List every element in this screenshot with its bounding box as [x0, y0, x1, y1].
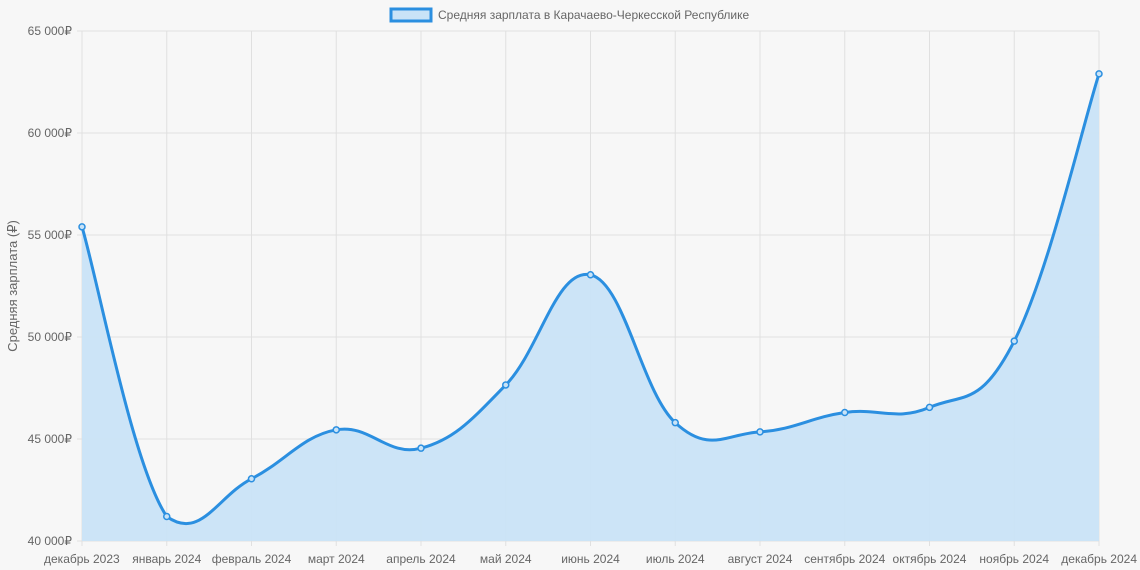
data-point[interactable] [1095, 70, 1103, 78]
y-tick-label: 65 000₽ [28, 24, 73, 38]
data-point[interactable] [925, 403, 934, 412]
data-point[interactable] [78, 223, 86, 231]
data-point[interactable] [332, 426, 340, 434]
x-tick-label: декабрь 2024 [1061, 552, 1137, 566]
x-tick-label: ноябрь 2024 [979, 552, 1049, 566]
y-tick-label: 40 000₽ [28, 534, 73, 548]
data-point[interactable] [586, 271, 595, 279]
legend[interactable]: Средняя зарплата в Карачаево-Черкесской … [389, 7, 750, 23]
data-point[interactable] [1010, 337, 1018, 345]
y-tick-label: 60 000₽ [28, 126, 73, 140]
x-tick-label: июль 2024 [646, 552, 705, 566]
y-tick-label: 50 000₽ [28, 330, 73, 344]
data-point[interactable] [163, 512, 171, 521]
x-tick-label: июнь 2024 [561, 552, 620, 566]
data-point[interactable] [417, 444, 425, 452]
y-axis-ticks: 40 000₽ 45 000₽ 50 000₽ 55 000₽ 60 000₽ 65 00… [28, 24, 73, 548]
x-tick-label: декабрь 2023 [44, 552, 120, 566]
x-tick-label: октябрь 2024 [893, 552, 967, 566]
x-tick-label: август 2024 [728, 552, 793, 566]
legend-label[interactable]: Средняя зарплата в Карачаево-Черкесской … [438, 8, 750, 22]
series-area [82, 73, 1099, 541]
y-tick-label: 45 000₽ [28, 432, 73, 446]
data-point[interactable] [841, 408, 849, 417]
series-area-layer [82, 73, 1099, 541]
x-tick-label: апрель 2024 [386, 552, 456, 566]
x-tick-label: май 2024 [480, 552, 532, 566]
data-points [78, 70, 1103, 521]
x-tick-label: январь 2024 [132, 552, 201, 566]
data-point[interactable] [502, 381, 510, 389]
legend-swatch[interactable] [389, 7, 433, 23]
data-point[interactable] [247, 475, 256, 483]
x-tick-label: февраль 2024 [212, 552, 292, 566]
x-tick-label: март 2024 [308, 552, 365, 566]
data-point[interactable] [671, 418, 679, 427]
y-tick-label: 55 000₽ [28, 228, 73, 242]
data-point[interactable] [756, 428, 764, 436]
x-tick-label: сентябрь 2024 [804, 552, 885, 566]
x-axis-ticks: декабрь 2023 январь 2024 февраль 2024 март … [44, 552, 1137, 566]
y-axis-title: Средняя зарплата (₽) [5, 220, 20, 352]
